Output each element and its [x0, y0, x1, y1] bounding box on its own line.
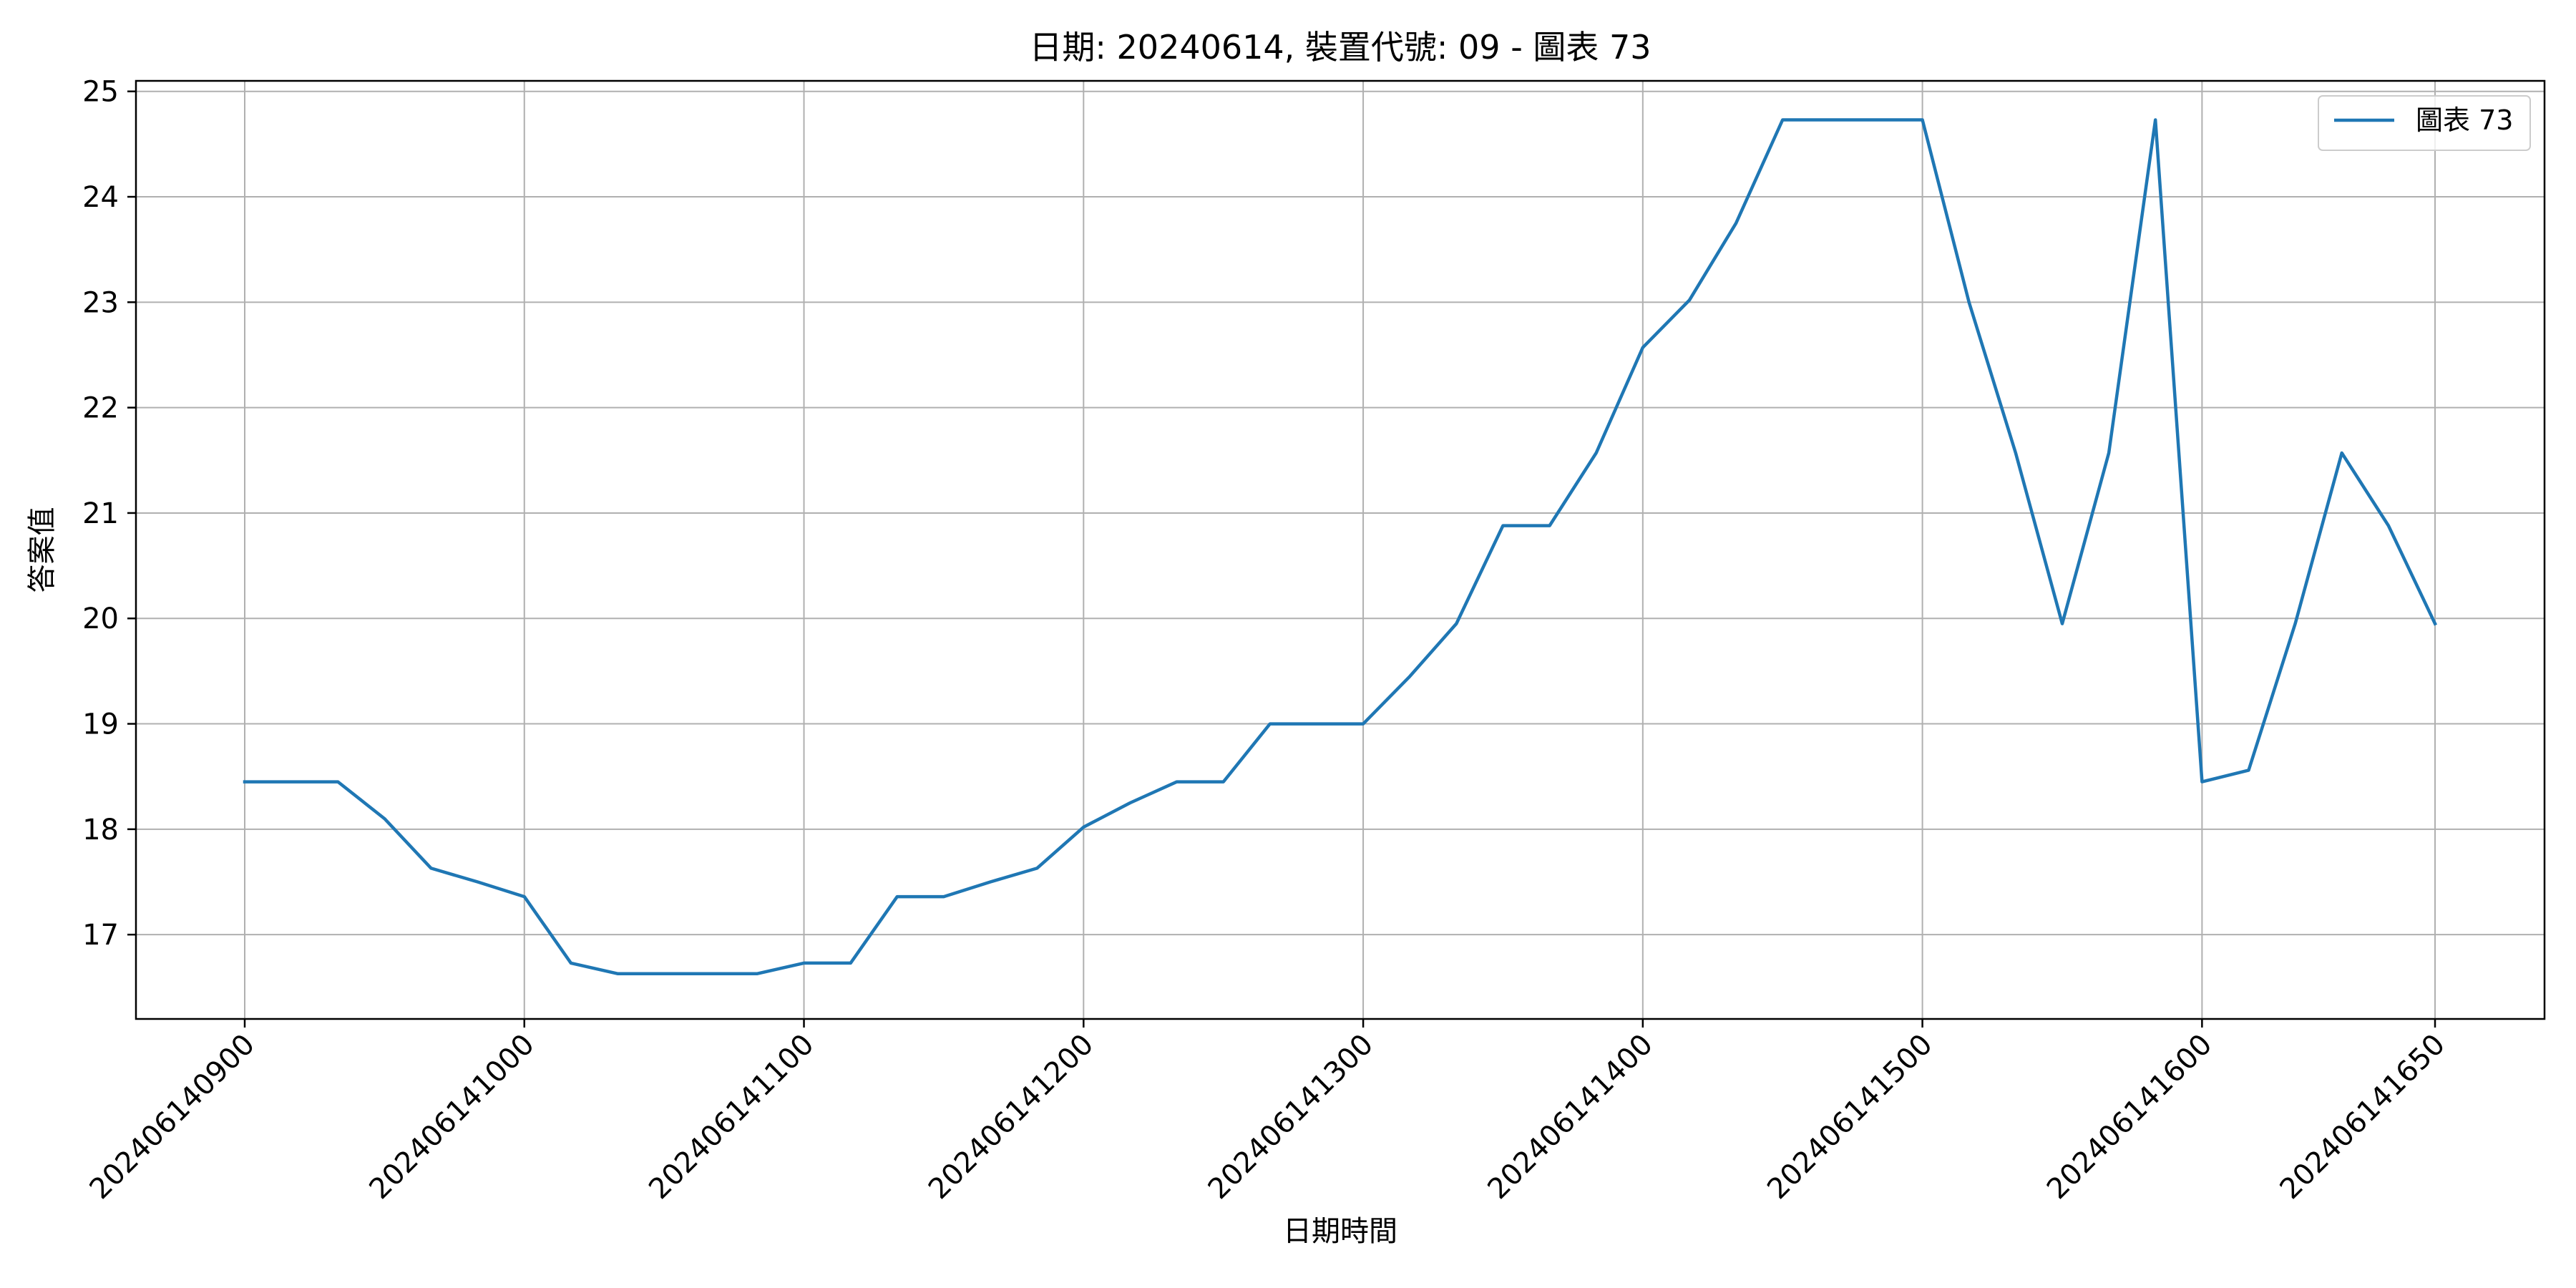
legend-label: 圖表 73 [2416, 104, 2513, 136]
y-tick-label: 23 [82, 286, 119, 319]
x-axis-title: 日期時間 [1283, 1215, 1397, 1248]
y-tick-label: 20 [82, 602, 119, 635]
y-tick-label: 19 [82, 708, 119, 741]
y-axis-title: 答案值 [26, 507, 59, 593]
y-tick-label: 22 [82, 392, 119, 425]
y-tick-label: 18 [82, 814, 119, 847]
chart-title: 日期: 20240614, 裝置代號: 09 - 圖表 73 [1029, 28, 1651, 67]
y-tick-label: 17 [82, 919, 119, 952]
y-tick-label: 21 [82, 497, 119, 530]
legend-box [2318, 95, 2531, 151]
series-line [243, 118, 2437, 975]
legend: 圖表 73 [2318, 95, 2531, 151]
y-tick-label: 25 [82, 76, 119, 109]
y-tick-label: 24 [82, 181, 119, 214]
grid [136, 81, 2545, 1019]
series-layer [243, 118, 2437, 975]
plot-frame [135, 79, 2546, 1020]
